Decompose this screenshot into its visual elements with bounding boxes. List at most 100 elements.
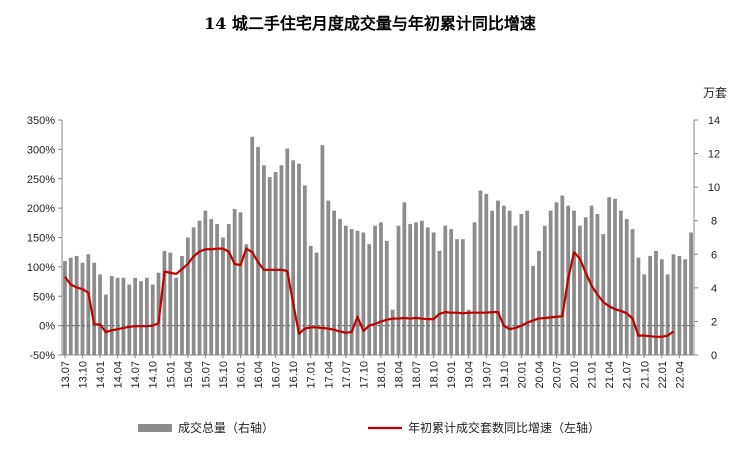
bar xyxy=(390,309,395,355)
bar xyxy=(209,219,214,355)
bar xyxy=(525,210,530,355)
bar xyxy=(513,225,518,355)
bar xyxy=(338,219,342,355)
bar xyxy=(74,255,79,355)
right-tick-label: 4 xyxy=(711,283,717,295)
right-tick-label: 6 xyxy=(711,249,717,261)
legend-label-line: 年初累计成交套数同比增速（左轴） xyxy=(408,420,600,435)
bar xyxy=(197,220,202,355)
bar xyxy=(420,220,424,355)
bar xyxy=(314,252,319,355)
left-tick-label: 250% xyxy=(27,174,55,186)
left-tick-label: 150% xyxy=(27,233,55,245)
bar xyxy=(244,244,249,355)
bar xyxy=(519,214,524,355)
bar xyxy=(613,198,617,355)
bar xyxy=(367,244,372,355)
bar xyxy=(215,224,219,355)
x-tick-label: 15.07 xyxy=(200,361,212,389)
bar xyxy=(396,225,401,355)
bar xyxy=(180,255,184,355)
legend: 成交总量（右轴） 年初累计成交套数同比增速（左轴） xyxy=(138,420,600,435)
bar xyxy=(226,224,231,355)
bar xyxy=(455,239,459,355)
bar xyxy=(291,160,296,355)
bar xyxy=(139,281,143,355)
x-tick-label: 19.01 xyxy=(446,361,458,389)
bar xyxy=(636,257,641,355)
bar xyxy=(618,210,623,355)
bar xyxy=(355,230,360,355)
left-tick-label: 100% xyxy=(27,262,55,274)
bar xyxy=(472,222,477,355)
bar xyxy=(572,210,576,355)
x-tick-label: 17.10 xyxy=(358,361,370,389)
x-tick-label: 22.01 xyxy=(657,361,669,389)
bar xyxy=(578,225,582,355)
x-tick-label: 17.07 xyxy=(341,361,353,389)
bar xyxy=(115,277,120,355)
x-tick-label: 18.07 xyxy=(411,361,423,389)
left-tick-label: -50% xyxy=(29,350,55,362)
right-tick-label: 0 xyxy=(711,350,717,362)
bar xyxy=(98,274,102,355)
bar xyxy=(267,177,272,355)
left-tick-label: 300% xyxy=(27,144,55,156)
legend-label-bars: 成交总量（右轴） xyxy=(178,420,274,435)
left-tick-label: 50% xyxy=(33,291,55,303)
bar xyxy=(262,165,266,355)
bar xyxy=(238,212,243,355)
bar xyxy=(320,145,325,355)
bar xyxy=(443,225,448,355)
line-series xyxy=(64,247,675,338)
bar xyxy=(221,237,225,355)
bar xyxy=(302,185,307,355)
bar xyxy=(501,205,506,355)
bar xyxy=(109,276,114,355)
bar xyxy=(537,250,541,355)
bar xyxy=(677,255,682,355)
bar xyxy=(648,255,652,355)
bar xyxy=(174,277,178,355)
bar xyxy=(80,262,85,355)
bar xyxy=(583,217,588,355)
bar xyxy=(449,229,454,355)
bar xyxy=(630,229,635,355)
x-tick-label: 20.10 xyxy=(569,361,581,389)
x-tick-label: 16.07 xyxy=(271,361,283,389)
bar xyxy=(127,284,132,355)
bar xyxy=(144,277,149,355)
bar xyxy=(92,262,97,355)
bar xyxy=(373,225,377,355)
right-axis-ticks: 14 12 10 8 6 4 2 0 xyxy=(694,115,720,362)
x-tick-label: 14.07 xyxy=(130,361,142,389)
bar xyxy=(671,254,676,355)
bar xyxy=(273,172,278,355)
x-tick-label: 16.01 xyxy=(235,361,247,389)
bar xyxy=(624,219,629,355)
x-tick-label: 15.01 xyxy=(165,361,177,389)
bar xyxy=(683,259,688,355)
bar xyxy=(607,197,612,355)
bar xyxy=(162,250,167,355)
bar xyxy=(460,239,465,355)
bar xyxy=(326,200,331,355)
bar xyxy=(285,148,290,355)
bar xyxy=(601,234,606,355)
x-tick-label: 18.04 xyxy=(393,361,405,389)
bar xyxy=(496,200,500,355)
chart-title: 14 城二手住宅月度成交量与年初累计同比增速 xyxy=(204,14,536,33)
bar xyxy=(548,210,553,355)
bar xyxy=(542,225,547,355)
bar xyxy=(531,266,535,355)
x-tick-label: 15.10 xyxy=(218,361,230,389)
bar xyxy=(425,227,430,355)
bar xyxy=(437,250,442,355)
right-tick-label: 8 xyxy=(711,216,717,228)
bar xyxy=(332,210,336,355)
x-tick-label: 17.01 xyxy=(306,361,318,389)
bar xyxy=(490,210,494,355)
x-tick-label: 17.04 xyxy=(323,361,335,389)
x-tick-label: 16.10 xyxy=(288,361,300,389)
